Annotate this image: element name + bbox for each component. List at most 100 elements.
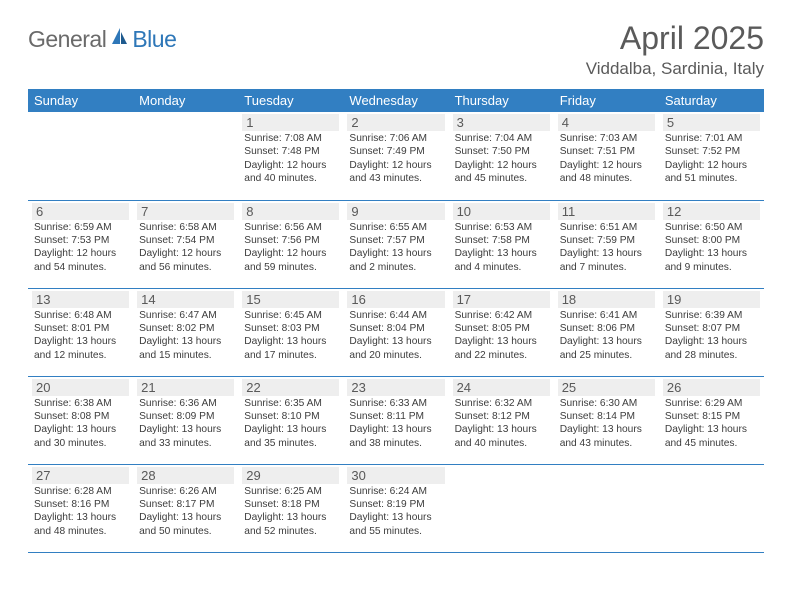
dayname-header: Friday (554, 89, 659, 112)
day-cell: 6Sunrise: 6:59 AMSunset: 7:53 PMDaylight… (28, 200, 133, 288)
day-cell: 8Sunrise: 6:56 AMSunset: 7:56 PMDaylight… (238, 200, 343, 288)
day-info: Sunrise: 6:56 AMSunset: 7:56 PMDaylight:… (242, 221, 339, 275)
day-cell: 18Sunrise: 6:41 AMSunset: 8:06 PMDayligh… (554, 288, 659, 376)
day-number: 27 (32, 467, 129, 484)
day-cell: 11Sunrise: 6:51 AMSunset: 7:59 PMDayligh… (554, 200, 659, 288)
calendar-table: SundayMondayTuesdayWednesdayThursdayFrid… (28, 89, 764, 553)
day-cell: 24Sunrise: 6:32 AMSunset: 8:12 PMDayligh… (449, 376, 554, 464)
title-block: April 2025 Viddalba, Sardinia, Italy (586, 20, 764, 79)
day-number: 28 (137, 467, 234, 484)
day-info: Sunrise: 7:06 AMSunset: 7:49 PMDaylight:… (347, 132, 444, 186)
header: General Blue April 2025 Viddalba, Sardin… (28, 20, 764, 79)
calendar-head: SundayMondayTuesdayWednesdayThursdayFrid… (28, 89, 764, 112)
empty-cell (28, 112, 133, 200)
day-number: 18 (558, 291, 655, 308)
day-number: 13 (32, 291, 129, 308)
day-number: 5 (663, 114, 760, 131)
calendar-week-row: 20Sunrise: 6:38 AMSunset: 8:08 PMDayligh… (28, 376, 764, 464)
day-cell: 2Sunrise: 7:06 AMSunset: 7:49 PMDaylight… (343, 112, 448, 200)
day-info: Sunrise: 6:32 AMSunset: 8:12 PMDaylight:… (453, 397, 550, 451)
day-cell: 14Sunrise: 6:47 AMSunset: 8:02 PMDayligh… (133, 288, 238, 376)
day-number: 2 (347, 114, 444, 131)
dayname-header: Monday (133, 89, 238, 112)
day-cell: 5Sunrise: 7:01 AMSunset: 7:52 PMDaylight… (659, 112, 764, 200)
day-cell: 28Sunrise: 6:26 AMSunset: 8:17 PMDayligh… (133, 464, 238, 552)
day-info: Sunrise: 7:08 AMSunset: 7:48 PMDaylight:… (242, 132, 339, 186)
empty-cell (659, 464, 764, 552)
day-info: Sunrise: 6:39 AMSunset: 8:07 PMDaylight:… (663, 309, 760, 363)
day-info: Sunrise: 6:48 AMSunset: 8:01 PMDaylight:… (32, 309, 129, 363)
day-info: Sunrise: 6:53 AMSunset: 7:58 PMDaylight:… (453, 221, 550, 275)
day-info: Sunrise: 6:28 AMSunset: 8:16 PMDaylight:… (32, 485, 129, 539)
day-cell: 29Sunrise: 6:25 AMSunset: 8:18 PMDayligh… (238, 464, 343, 552)
day-number: 9 (347, 203, 444, 220)
day-info: Sunrise: 6:35 AMSunset: 8:10 PMDaylight:… (242, 397, 339, 451)
day-number: 3 (453, 114, 550, 131)
day-info: Sunrise: 6:36 AMSunset: 8:09 PMDaylight:… (137, 397, 234, 451)
day-number: 24 (453, 379, 550, 396)
day-cell: 4Sunrise: 7:03 AMSunset: 7:51 PMDaylight… (554, 112, 659, 200)
day-info: Sunrise: 7:01 AMSunset: 7:52 PMDaylight:… (663, 132, 760, 186)
day-info: Sunrise: 6:59 AMSunset: 7:53 PMDaylight:… (32, 221, 129, 275)
day-number: 17 (453, 291, 550, 308)
day-number: 6 (32, 203, 129, 220)
day-number: 11 (558, 203, 655, 220)
dayname-header: Sunday (28, 89, 133, 112)
day-number: 20 (32, 379, 129, 396)
day-number: 12 (663, 203, 760, 220)
empty-cell (554, 464, 659, 552)
day-cell: 12Sunrise: 6:50 AMSunset: 8:00 PMDayligh… (659, 200, 764, 288)
day-cell: 19Sunrise: 6:39 AMSunset: 8:07 PMDayligh… (659, 288, 764, 376)
day-number: 22 (242, 379, 339, 396)
day-number: 19 (663, 291, 760, 308)
day-number: 4 (558, 114, 655, 131)
day-info: Sunrise: 6:58 AMSunset: 7:54 PMDaylight:… (137, 221, 234, 275)
logo-text-blue: Blue (132, 26, 176, 53)
day-cell: 16Sunrise: 6:44 AMSunset: 8:04 PMDayligh… (343, 288, 448, 376)
day-number: 16 (347, 291, 444, 308)
day-info: Sunrise: 6:33 AMSunset: 8:11 PMDaylight:… (347, 397, 444, 451)
day-info: Sunrise: 6:38 AMSunset: 8:08 PMDaylight:… (32, 397, 129, 451)
calendar-week-row: 13Sunrise: 6:48 AMSunset: 8:01 PMDayligh… (28, 288, 764, 376)
dayname-header: Tuesday (238, 89, 343, 112)
day-info: Sunrise: 6:55 AMSunset: 7:57 PMDaylight:… (347, 221, 444, 275)
day-cell: 25Sunrise: 6:30 AMSunset: 8:14 PMDayligh… (554, 376, 659, 464)
month-title: April 2025 (586, 20, 764, 57)
day-info: Sunrise: 6:44 AMSunset: 8:04 PMDaylight:… (347, 309, 444, 363)
day-info: Sunrise: 6:29 AMSunset: 8:15 PMDaylight:… (663, 397, 760, 451)
day-cell: 23Sunrise: 6:33 AMSunset: 8:11 PMDayligh… (343, 376, 448, 464)
day-number: 23 (347, 379, 444, 396)
day-cell: 1Sunrise: 7:08 AMSunset: 7:48 PMDaylight… (238, 112, 343, 200)
day-cell: 15Sunrise: 6:45 AMSunset: 8:03 PMDayligh… (238, 288, 343, 376)
day-info: Sunrise: 6:24 AMSunset: 8:19 PMDaylight:… (347, 485, 444, 539)
day-cell: 21Sunrise: 6:36 AMSunset: 8:09 PMDayligh… (133, 376, 238, 464)
day-info: Sunrise: 6:25 AMSunset: 8:18 PMDaylight:… (242, 485, 339, 539)
day-info: Sunrise: 6:42 AMSunset: 8:05 PMDaylight:… (453, 309, 550, 363)
day-info: Sunrise: 7:03 AMSunset: 7:51 PMDaylight:… (558, 132, 655, 186)
day-number: 15 (242, 291, 339, 308)
day-cell: 13Sunrise: 6:48 AMSunset: 8:01 PMDayligh… (28, 288, 133, 376)
day-info: Sunrise: 6:26 AMSunset: 8:17 PMDaylight:… (137, 485, 234, 539)
dayname-header: Saturday (659, 89, 764, 112)
day-number: 7 (137, 203, 234, 220)
day-cell: 10Sunrise: 6:53 AMSunset: 7:58 PMDayligh… (449, 200, 554, 288)
day-info: Sunrise: 6:50 AMSunset: 8:00 PMDaylight:… (663, 221, 760, 275)
day-number: 25 (558, 379, 655, 396)
day-cell: 7Sunrise: 6:58 AMSunset: 7:54 PMDaylight… (133, 200, 238, 288)
day-cell: 9Sunrise: 6:55 AMSunset: 7:57 PMDaylight… (343, 200, 448, 288)
day-cell: 26Sunrise: 6:29 AMSunset: 8:15 PMDayligh… (659, 376, 764, 464)
sail-icon (109, 27, 129, 52)
dayname-header: Thursday (449, 89, 554, 112)
day-info: Sunrise: 6:41 AMSunset: 8:06 PMDaylight:… (558, 309, 655, 363)
day-cell: 22Sunrise: 6:35 AMSunset: 8:10 PMDayligh… (238, 376, 343, 464)
day-cell: 20Sunrise: 6:38 AMSunset: 8:08 PMDayligh… (28, 376, 133, 464)
calendar-week-row: 6Sunrise: 6:59 AMSunset: 7:53 PMDaylight… (28, 200, 764, 288)
calendar-week-row: 27Sunrise: 6:28 AMSunset: 8:16 PMDayligh… (28, 464, 764, 552)
day-number: 21 (137, 379, 234, 396)
location: Viddalba, Sardinia, Italy (586, 59, 764, 79)
day-number: 8 (242, 203, 339, 220)
day-info: Sunrise: 7:04 AMSunset: 7:50 PMDaylight:… (453, 132, 550, 186)
day-info: Sunrise: 6:30 AMSunset: 8:14 PMDaylight:… (558, 397, 655, 451)
day-number: 30 (347, 467, 444, 484)
day-info: Sunrise: 6:51 AMSunset: 7:59 PMDaylight:… (558, 221, 655, 275)
